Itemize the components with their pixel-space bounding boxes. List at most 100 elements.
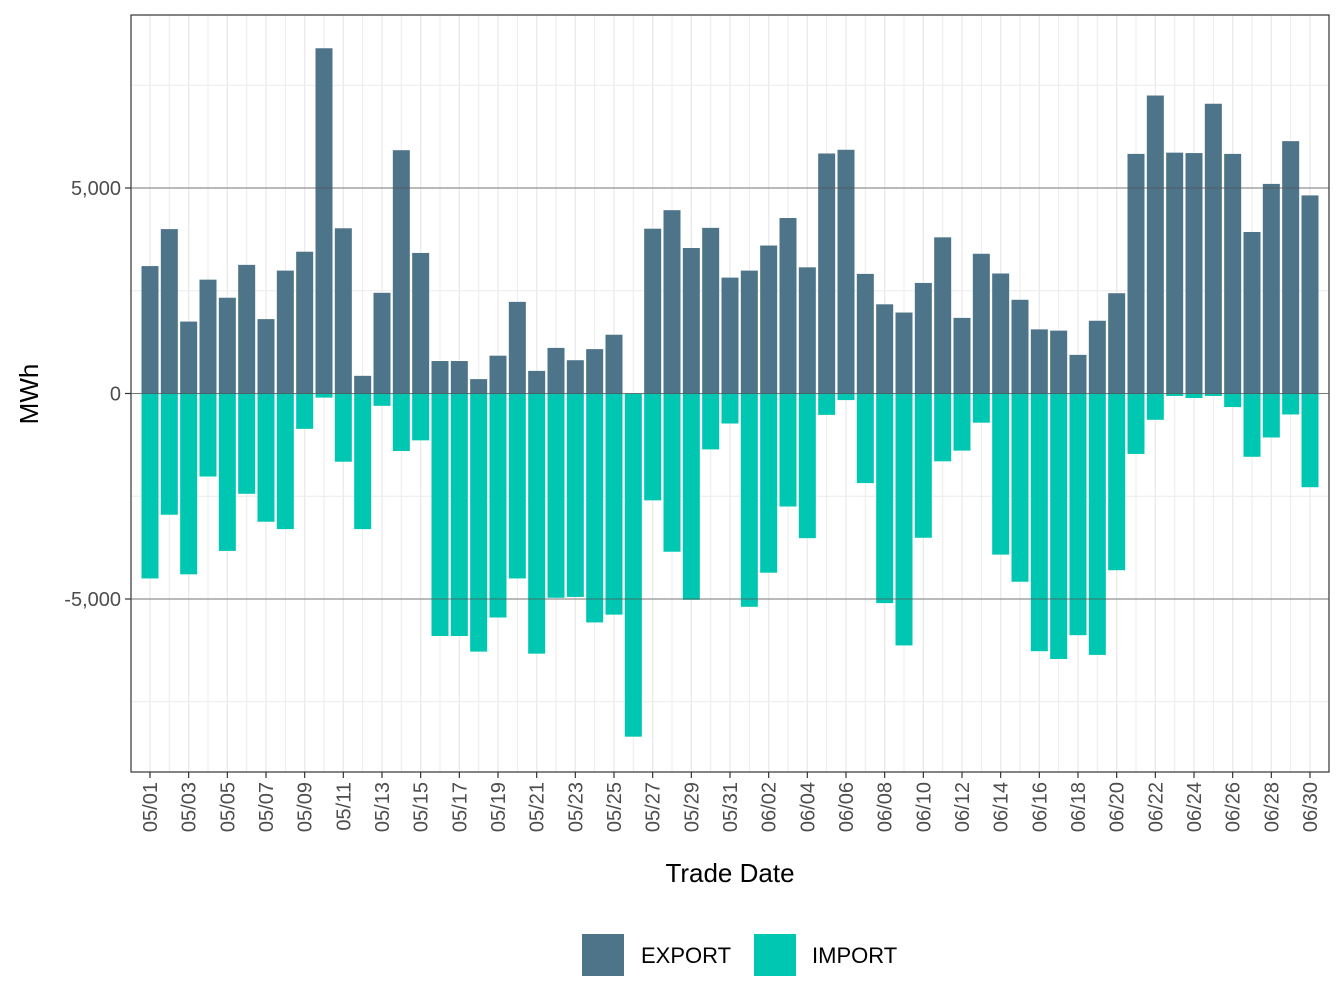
import-bar-06-30 — [1301, 393, 1319, 488]
import-bar-05-26 — [624, 393, 642, 737]
x-tick-label: 06/12 — [952, 782, 974, 832]
import-bar-05-22 — [547, 393, 565, 598]
export-bar-06-26 — [1224, 153, 1242, 394]
legend-label-import: IMPORT — [812, 943, 897, 968]
export-bar-06-08 — [876, 304, 894, 394]
export-bar-06-23 — [1166, 152, 1184, 394]
x-tick-label: 05/05 — [217, 782, 239, 832]
x-tick-label: 05/25 — [604, 782, 626, 832]
import-bar-06-19 — [1088, 393, 1106, 655]
export-bar-05-29 — [682, 248, 700, 394]
x-tick-label: 05/27 — [643, 782, 665, 832]
import-bar-05-29 — [682, 393, 700, 600]
import-bar-05-16 — [431, 393, 449, 636]
x-tick-label: 05/31 — [720, 782, 742, 832]
export-bar-05-18 — [470, 379, 488, 394]
export-bar-06-29 — [1282, 141, 1300, 394]
export-bar-06-22 — [1146, 95, 1164, 394]
import-bar-05-10 — [315, 393, 333, 398]
export-bar-05-31 — [721, 277, 739, 394]
import-bar-06-15 — [1011, 393, 1029, 582]
x-tick-label: 05/23 — [565, 782, 587, 832]
x-tick-label: 06/26 — [1223, 782, 1245, 832]
import-bar-06-04 — [798, 393, 816, 539]
x-tick-label: 06/10 — [913, 782, 935, 832]
export-bar-05-06 — [238, 264, 256, 394]
import-bar-06-22 — [1146, 393, 1164, 420]
export-bar-06-11 — [934, 237, 952, 394]
import-bar-06-05 — [818, 393, 836, 415]
export-bar-06-18 — [1069, 354, 1087, 394]
import-bar-05-12 — [354, 393, 372, 530]
x-tick-label: 06/22 — [1145, 782, 1167, 832]
export-bar-05-23 — [566, 360, 584, 394]
export-bar-05-21 — [528, 370, 546, 394]
import-bar-06-12 — [953, 393, 971, 451]
x-tick-label: 06/24 — [1184, 782, 1206, 832]
import-bar-06-03 — [779, 393, 797, 507]
export-bar-06-20 — [1108, 293, 1126, 394]
import-bar-05-23 — [566, 393, 584, 597]
export-bar-05-12 — [354, 375, 372, 394]
x-tick-label: 06/20 — [1107, 782, 1129, 832]
import-bar-06-29 — [1282, 393, 1300, 415]
import-bar-05-25 — [605, 393, 623, 615]
y-axis-title: MWh — [14, 364, 44, 425]
export-bar-05-28 — [663, 210, 681, 394]
import-bar-05-02 — [160, 393, 178, 515]
import-bar-05-06 — [238, 393, 256, 494]
import-bar-05-17 — [450, 393, 468, 636]
import-bar-05-09 — [296, 393, 314, 429]
import-bar-06-25 — [1204, 393, 1222, 396]
x-tick-label: 06/16 — [1029, 782, 1051, 832]
export-bar-05-14 — [392, 150, 410, 394]
import-bar-05-24 — [586, 393, 604, 623]
export-bar-05-25 — [605, 334, 623, 394]
export-bar-06-15 — [1011, 299, 1029, 394]
export-bar-05-10 — [315, 48, 333, 394]
import-bar-05-13 — [373, 393, 391, 406]
export-bar-06-02 — [760, 245, 778, 394]
export-bar-06-28 — [1262, 183, 1280, 394]
export-bar-06-14 — [992, 273, 1010, 394]
x-tick-label: 05/03 — [179, 782, 201, 832]
import-bar-05-31 — [721, 393, 739, 424]
import-bar-05-08 — [276, 393, 294, 530]
legend-key-export — [582, 934, 624, 976]
legend: EXPORT IMPORT — [582, 934, 897, 976]
import-bar-06-20 — [1108, 393, 1126, 571]
import-bars — [141, 393, 1319, 737]
export-bar-05-17 — [450, 361, 468, 394]
export-bar-06-06 — [837, 149, 855, 394]
export-bar-06-24 — [1185, 153, 1203, 394]
export-bar-06-30 — [1301, 195, 1319, 394]
export-bar-06-21 — [1127, 153, 1145, 394]
import-bar-06-14 — [992, 393, 1010, 555]
x-tick-label: 06/04 — [797, 782, 819, 832]
x-tick-label: 06/18 — [1068, 782, 1090, 832]
x-tick-label: 05/01 — [140, 782, 162, 832]
x-tick-label: 05/09 — [295, 782, 317, 832]
export-bar-06-07 — [856, 273, 874, 394]
import-bar-06-28 — [1262, 393, 1280, 438]
import-bar-06-10 — [914, 393, 932, 538]
x-tick-label: 06/14 — [991, 782, 1013, 832]
export-bar-05-07 — [257, 319, 275, 394]
import-bar-06-02 — [760, 393, 778, 573]
import-bar-05-27 — [644, 393, 662, 501]
export-bar-06-13 — [972, 253, 990, 394]
import-bar-05-05 — [218, 393, 236, 551]
export-bar-06-16 — [1030, 329, 1048, 394]
import-bar-05-28 — [663, 393, 681, 552]
export-bar-06-09 — [895, 312, 913, 394]
export-bar-05-01 — [141, 266, 159, 394]
y-tick-label: 0 — [110, 384, 121, 406]
legend-key-import — [754, 934, 796, 976]
export-bar-06-17 — [1050, 330, 1068, 394]
import-bar-06-11 — [934, 393, 952, 462]
import-bar-06-01 — [740, 393, 758, 607]
export-bar-05-13 — [373, 292, 391, 394]
import-bar-06-09 — [895, 393, 913, 646]
x-tick-label: 06/28 — [1261, 782, 1283, 832]
